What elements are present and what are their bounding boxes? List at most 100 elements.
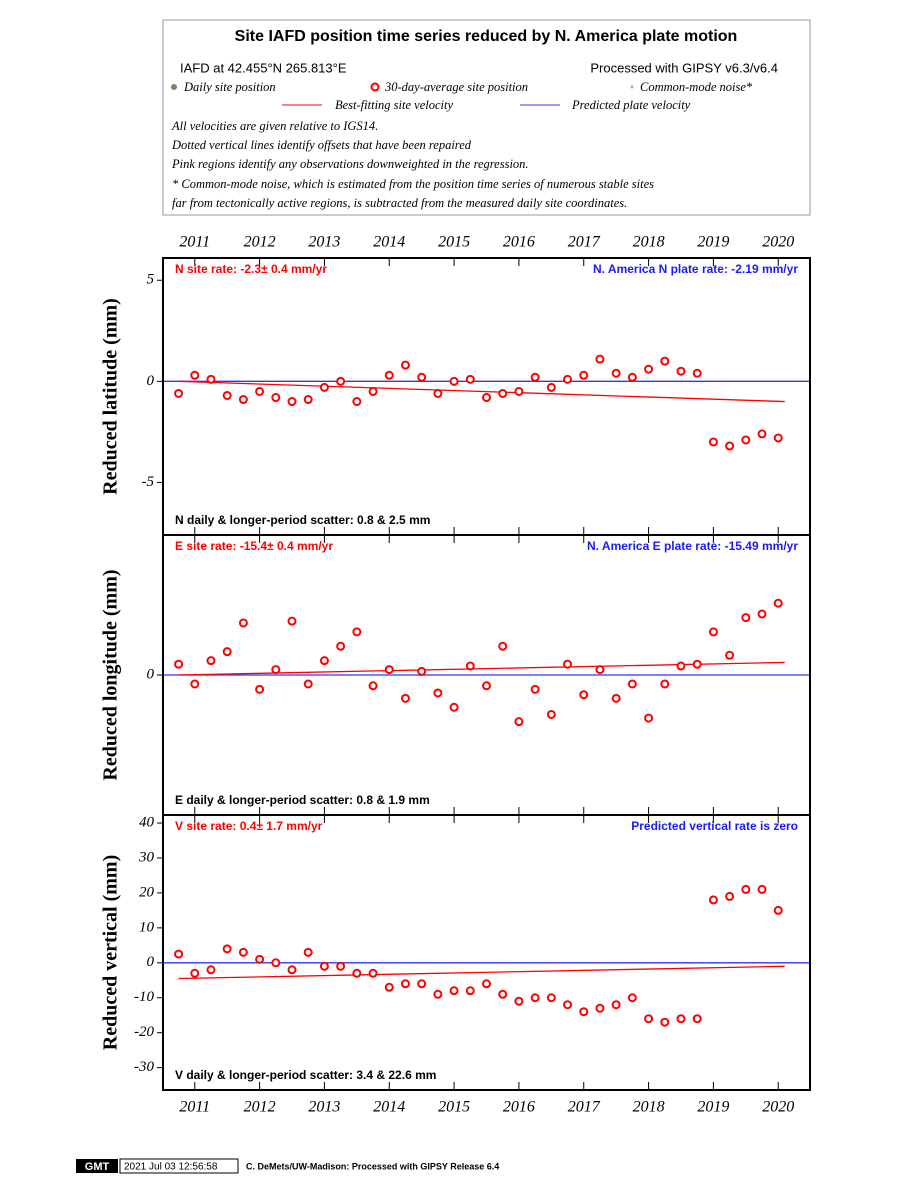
average-point — [400, 360, 410, 370]
average-point — [757, 429, 767, 439]
average-point — [660, 679, 670, 689]
average-point — [563, 659, 573, 669]
average-point — [546, 709, 556, 719]
x-tick-label: 2020 — [762, 234, 794, 251]
average-point — [644, 1014, 654, 1024]
legend-entry: Daily site position — [183, 80, 276, 94]
average-point — [692, 368, 702, 378]
average-point — [530, 993, 540, 1003]
y-tick-label: 0 — [147, 954, 155, 970]
average-point — [611, 368, 621, 378]
y-tick-label: -10 — [134, 989, 154, 1005]
average-point — [465, 986, 475, 996]
average-point — [757, 609, 767, 619]
average-point — [319, 382, 329, 392]
average-point — [271, 665, 281, 675]
average-point — [368, 386, 378, 396]
average-point — [773, 598, 783, 608]
average-point — [303, 395, 313, 405]
average-point — [303, 947, 313, 957]
plate-rate: Predicted vertical rate is zero — [631, 819, 798, 833]
average-point — [255, 954, 265, 964]
average-point — [174, 388, 184, 398]
average-point — [174, 659, 184, 669]
average-point — [433, 989, 443, 999]
average-point — [417, 666, 427, 676]
y-tick-label: -30 — [134, 1059, 154, 1075]
average-point — [692, 659, 702, 669]
x-tick-label: 2011 — [179, 234, 210, 251]
average-point — [400, 693, 410, 703]
average-point — [579, 690, 589, 700]
scatter-label: E daily & longer-period scatter: 0.8 & 1… — [175, 793, 430, 807]
average-point — [708, 895, 718, 905]
average-point — [368, 968, 378, 978]
legend-entry: Predicted plate velocity — [571, 98, 691, 112]
average-point — [352, 397, 362, 407]
average-point — [190, 679, 200, 689]
average-point — [579, 370, 589, 380]
note: Pink regions identify any observations d… — [171, 157, 529, 171]
x-tick-label: 2013 — [308, 1099, 340, 1116]
average-point — [417, 979, 427, 989]
average-point — [206, 965, 216, 975]
x-tick-label: 2020 — [762, 1099, 794, 1116]
legend-box — [162, 19, 811, 216]
site-rate: N site rate: -2.3± 0.4 mm/yr — [175, 262, 327, 276]
average-point — [611, 1000, 621, 1010]
y-tick-label: 0 — [147, 373, 155, 389]
average-point — [433, 688, 443, 698]
average-point — [563, 374, 573, 384]
average-point — [563, 1000, 573, 1010]
x-tick-label: 2013 — [308, 234, 340, 251]
y-tick-label: 20 — [139, 884, 155, 900]
x-tick-label: 2017 — [568, 1099, 601, 1116]
velocity-line — [178, 380, 785, 403]
average-point — [238, 395, 248, 405]
average-point — [676, 366, 686, 376]
average-point — [773, 433, 783, 443]
x-tick-label: 2019 — [697, 234, 729, 251]
average-point — [255, 684, 265, 694]
average-point — [190, 370, 200, 380]
average-point — [271, 958, 281, 968]
y-tick-label: -20 — [134, 1024, 154, 1040]
legend-symbol — [630, 85, 634, 89]
timestamp-box — [119, 1158, 239, 1174]
average-point — [741, 435, 751, 445]
average-point — [579, 1007, 589, 1017]
average-point — [514, 717, 524, 727]
average-point — [627, 372, 637, 382]
average-point — [174, 949, 184, 959]
average-point — [514, 996, 524, 1006]
legend-entry: Best-fitting site velocity — [335, 98, 453, 112]
y-tick-label: 10 — [139, 919, 155, 935]
average-point — [384, 370, 394, 380]
x-tick-label: 2011 — [179, 1099, 210, 1116]
x-tick-label: 2019 — [697, 1099, 729, 1116]
site-label: IAFD at 42.455°N 265.813°E — [180, 60, 347, 75]
average-point — [741, 613, 751, 623]
legend-symbol — [171, 84, 177, 90]
average-point — [319, 961, 329, 971]
y-axis-label: Reduced longitude (mm) — [100, 569, 122, 780]
y-axis-label: Reduced latitude (mm) — [100, 298, 122, 495]
timestamp: 2021 Jul 03 12:56:58 — [124, 1162, 218, 1173]
average-point — [627, 993, 637, 1003]
average-point — [546, 382, 556, 392]
average-point — [757, 884, 767, 894]
credit: C. DeMets/UW-Madison: Processed with GIP… — [246, 1161, 499, 1171]
average-point — [708, 627, 718, 637]
average-point — [206, 374, 216, 384]
x-tick-label: 2015 — [438, 1099, 470, 1116]
x-tick-label: 2012 — [244, 1099, 276, 1116]
processing-label: Processed with GIPSY v6.3/v6.4 — [590, 60, 778, 75]
average-point — [708, 437, 718, 447]
average-point — [498, 989, 508, 999]
average-point — [271, 393, 281, 403]
average-point — [238, 947, 248, 957]
average-point — [465, 661, 475, 671]
average-point — [514, 386, 524, 396]
y-tick-label: 30 — [138, 849, 155, 865]
